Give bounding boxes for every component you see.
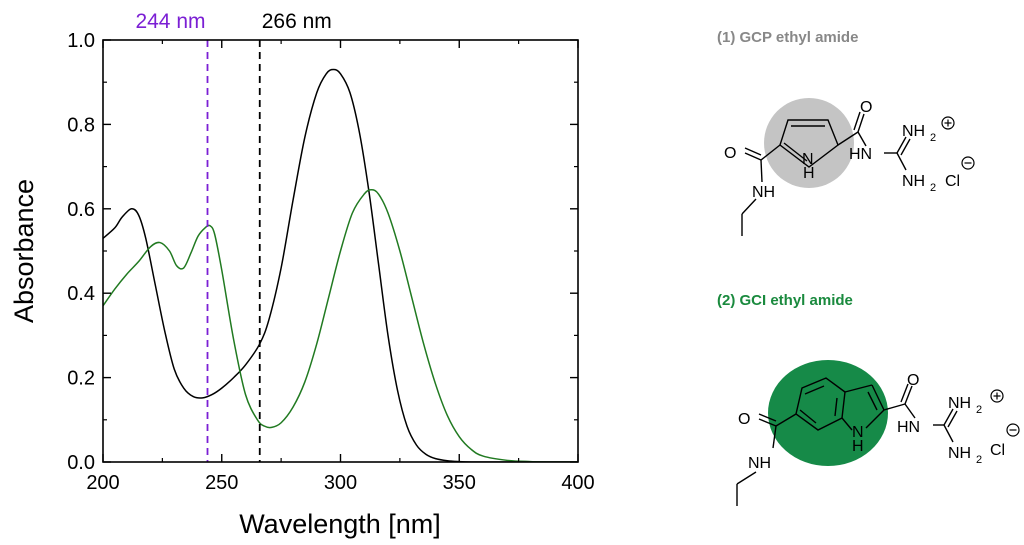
gci-skeleton [736,377,958,506]
subscript: 2 [930,182,936,194]
atom-n: N [802,151,814,168]
x-tick-label: 300 [324,472,357,494]
atom-o: O [907,372,919,389]
atom-n: N [852,424,864,441]
atom-o: O [738,411,750,428]
plus-charge-icon [990,389,1004,403]
atom-h: H [852,438,864,455]
subscript: 2 [976,404,982,416]
subscript: 2 [976,454,982,466]
atom-o: O [724,145,736,162]
minus-charge-icon [1006,423,1020,437]
compound-gcp: (1) GCP ethyl amide O NH O HN [717,29,975,236]
x-tick-label: 400 [561,472,594,494]
x-tick-label: 350 [443,472,476,494]
atom-hn: HN [849,146,872,163]
plus-charge-icon [941,116,955,130]
compound-title-gcp: (1) GCP ethyl amide [717,29,858,46]
x-tick-label: 250 [205,472,238,494]
indole-highlight [768,360,888,466]
atom-o: O [860,99,872,116]
atom-nh2: NH [948,445,971,462]
atom-nh2: NH [902,173,925,190]
minus-charge-icon [961,156,975,170]
x-tick-label: 200 [86,472,119,494]
marker-label-2: 266 nm [262,10,332,33]
series-layer [103,68,578,462]
atom-nh: NH [752,184,775,201]
tick-layer: 200 250 300 350 400 0.0 0.2 0.4 0.6 0.8 1.0 [67,30,595,494]
y-tick-label: 0.4 [67,283,95,305]
atom-nh2: NH [948,395,971,412]
marker-label-1: 244 nm [135,10,205,33]
atom-nh: NH [748,455,771,472]
x-axis-title: Wavelength [nm] [239,509,441,539]
series-line-2 [103,189,578,462]
atom-nh2: NH [902,123,925,140]
gcp-skeleton [741,111,911,236]
y-tick-label: 0.0 [67,452,95,474]
absorbance-chart: 244 nm 266 nm 200 250 300 350 400 0.0 0.2 0.4 0.6… [9,10,595,539]
atom-hn: HN [897,419,920,436]
y-axis-title: Absorbance [9,179,39,323]
y-tick-label: 0.6 [67,199,95,221]
atom-cl: Cl [945,173,960,190]
subscript: 2 [930,132,936,144]
y-tick-label: 1.0 [67,30,95,52]
compound-gci: (2) GCI ethyl amide [717,292,1020,506]
y-tick-label: 0.2 [67,368,95,390]
atom-h: H [803,165,815,182]
pyrrole-highlight [764,98,854,188]
atom-cl: Cl [990,442,1005,459]
y-tick-label: 0.8 [67,114,95,136]
series-line-1 [103,68,578,462]
compound-title-gci: (2) GCI ethyl amide [717,292,853,309]
marker-layer: 244 nm 266 nm [135,10,332,462]
